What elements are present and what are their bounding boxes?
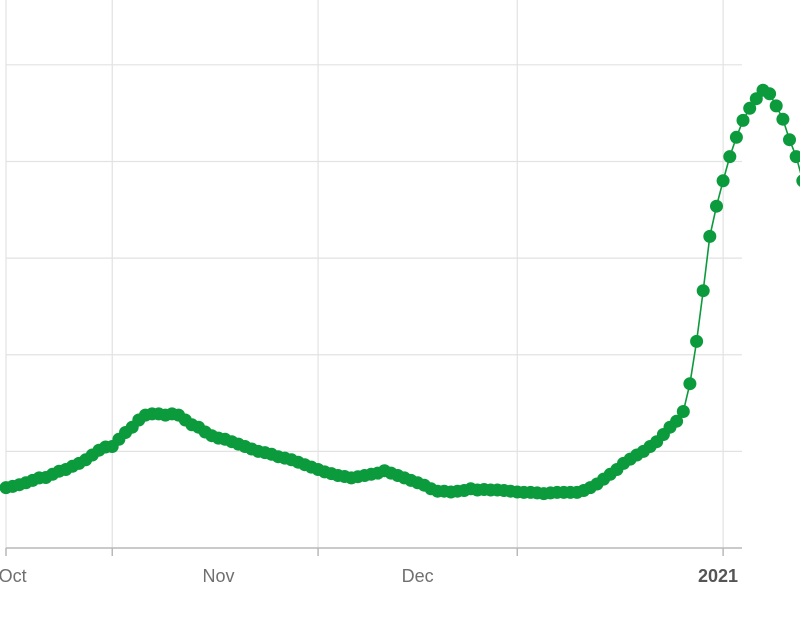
data-point [729,130,743,144]
x-tick-label: Oct [0,566,27,586]
gridlines [5,0,742,556]
data-point [723,150,737,164]
series-layer [0,83,800,501]
data-point [763,87,777,101]
data-point [743,101,757,115]
x-tick-label: 2021 [698,566,738,586]
data-point [783,133,796,147]
data-point [776,112,790,126]
data-point [683,377,697,391]
x-axis: Oct Nov Dec 2021 [0,547,742,586]
data-point [670,414,684,428]
data-point [716,174,730,188]
data-point [703,229,717,243]
x-tick-label: Dec [402,566,434,586]
data-point [676,405,690,418]
data-point [796,174,800,187]
data-point [769,99,783,113]
data-point [710,199,723,213]
data-point [736,113,750,127]
data-point [696,284,710,298]
data-point [690,334,704,348]
x-tick-label: Nov [202,566,234,586]
data-point [789,150,800,164]
